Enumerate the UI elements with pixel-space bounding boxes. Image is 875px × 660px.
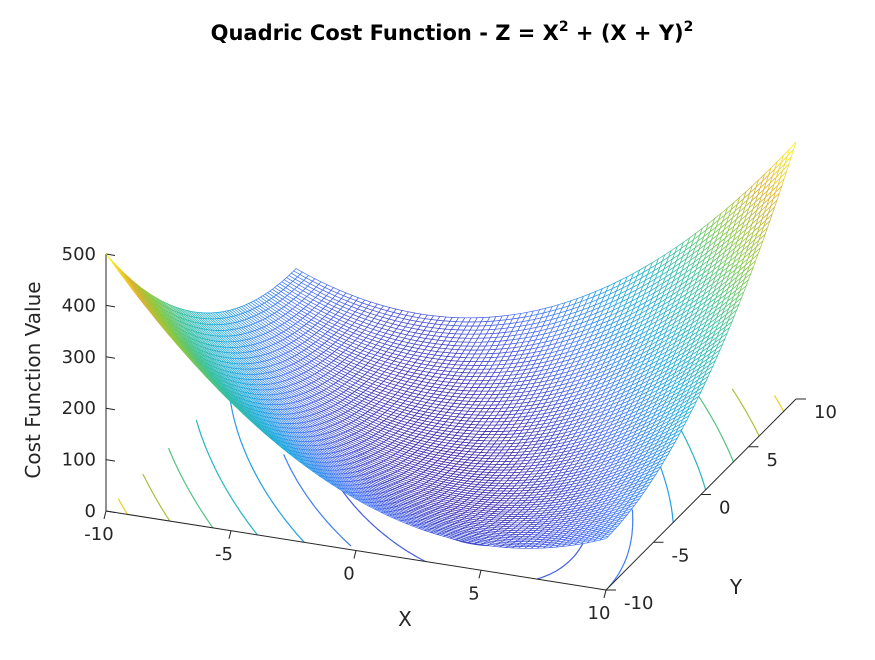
- z-tick-mark: [106, 408, 115, 410]
- x-tick-label: 10: [588, 603, 611, 624]
- chart-title: Quadric Cost Function - Z = X2 + (X + Y)…: [211, 19, 694, 45]
- z-tick-label: 0: [85, 501, 96, 522]
- z-tick-label: 100: [62, 450, 96, 471]
- x-tick-mark: [479, 570, 481, 578]
- x-tick-mark: [104, 511, 106, 519]
- z-tick-label: 400: [62, 295, 96, 316]
- z-tick-mark: [106, 460, 115, 462]
- z-tick-label: 500: [62, 244, 96, 265]
- z-tick-label: 300: [62, 347, 96, 368]
- x-tick-mark: [229, 531, 231, 539]
- y-tick-label: 5: [767, 450, 778, 471]
- z-tick-mark: [106, 357, 115, 359]
- y-tick-label: -10: [624, 593, 653, 614]
- x-tick-label: -5: [215, 544, 233, 565]
- x-tick-label: -10: [84, 524, 113, 545]
- x-tick-label: 0: [343, 564, 354, 585]
- surface-mesh: [106, 142, 796, 548]
- x-tick-mark: [604, 590, 606, 598]
- y-tick-label: -5: [672, 545, 690, 566]
- z-tick-label: 200: [62, 398, 96, 419]
- z-tick-mark: [106, 305, 115, 307]
- y-tick-label: 0: [719, 498, 730, 519]
- x-tick-mark: [354, 551, 356, 559]
- x-tick-label: 5: [468, 583, 479, 604]
- y-tick-label: 10: [814, 402, 837, 423]
